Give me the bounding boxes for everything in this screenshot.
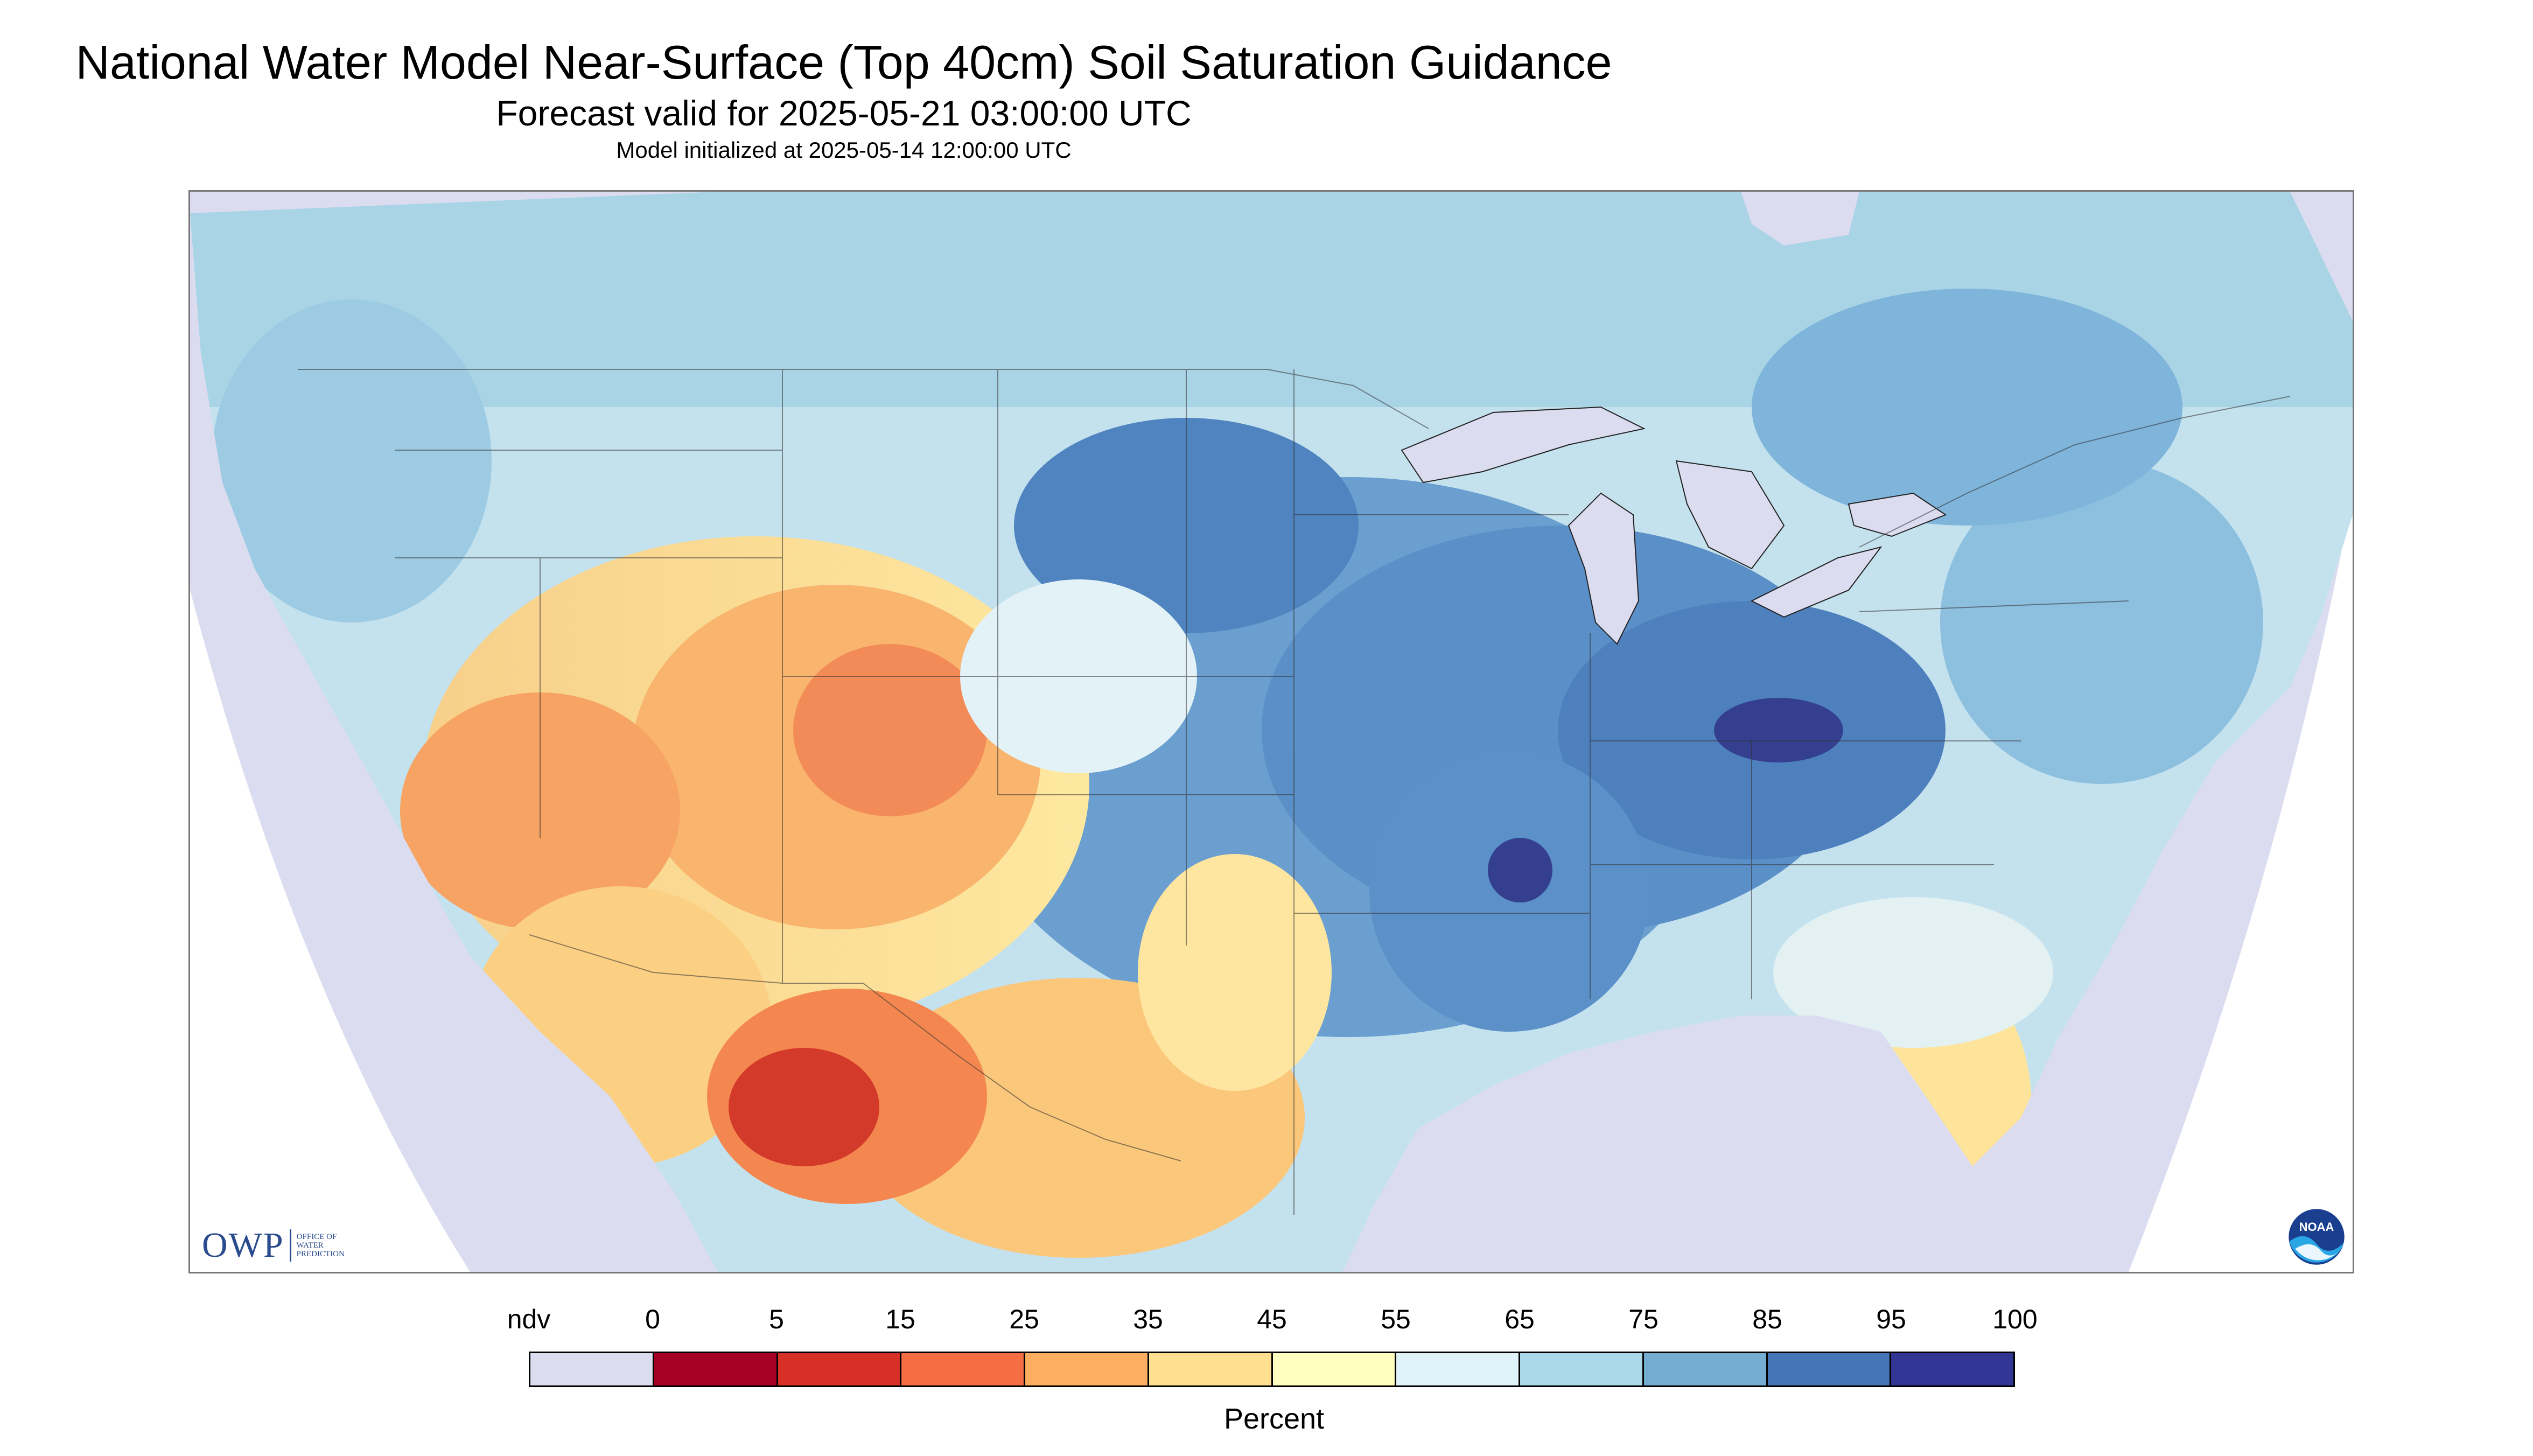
colorbar-box xyxy=(1891,1353,2013,1385)
colorbar-tick-label: 35 xyxy=(1133,1304,1163,1334)
colorbar-box xyxy=(1396,1353,1520,1385)
colorbar-tick-label: 65 xyxy=(1505,1304,1535,1334)
colorbar-box xyxy=(901,1353,1025,1385)
colorbar-box xyxy=(1025,1353,1149,1385)
colorbar xyxy=(529,1352,2015,1387)
owp-divider xyxy=(289,1229,291,1262)
map-panel[interactable]: OWP OFFICE OF WATER PREDICTION NOAA xyxy=(188,190,2354,1273)
colorbar-tick-label: 25 xyxy=(1009,1304,1039,1334)
model-init-line: Model initialized at 2025-05-14 12:00:00… xyxy=(616,137,1072,163)
colorbar-box xyxy=(1272,1353,1397,1385)
colorbar-tick-label: 85 xyxy=(1752,1304,1782,1334)
colorbar-tick-label: 15 xyxy=(885,1304,915,1334)
colorbar-box xyxy=(1643,1353,1768,1385)
owp-logo: OWP OFFICE OF WATER PREDICTION xyxy=(202,1227,377,1264)
political-boundaries xyxy=(298,369,2291,1215)
colorbar-tick-label: 55 xyxy=(1381,1304,1411,1334)
owp-letters: OWP xyxy=(202,1226,284,1265)
projection-edge-left xyxy=(190,590,470,1272)
colorbar-box xyxy=(1149,1353,1273,1385)
forecast-valid-line: Forecast valid for 2025-05-21 03:00:00 U… xyxy=(496,93,1192,133)
colorbar-box-ndv xyxy=(530,1353,654,1385)
great-lakes xyxy=(1401,406,1947,645)
owp-line-2: WATER xyxy=(296,1241,324,1250)
colorbar-unit-label: Percent xyxy=(1223,1403,1325,1435)
colorbar-tick-label: 45 xyxy=(1257,1304,1287,1334)
colorbar-box xyxy=(1520,1353,1644,1385)
colorbar-ndv-label: ndv xyxy=(507,1304,551,1334)
colorbar-box xyxy=(778,1353,902,1385)
colorbar-box xyxy=(654,1353,778,1385)
projection-edge-right xyxy=(2129,493,2353,1272)
colorbar-box xyxy=(1767,1353,1892,1385)
map-title: National Water Model Near-Surface (Top 4… xyxy=(75,36,1612,89)
noaa-text: NOAA xyxy=(2299,1220,2334,1234)
noaa-logo-icon: NOAA xyxy=(2287,1208,2346,1266)
hudson-bay xyxy=(1741,192,1859,246)
colorbar-tick-labels: ndv 0 5 15 25 35 45 55 65 75 85 95 100 xyxy=(0,1303,2533,1341)
saturation-map[interactable] xyxy=(190,192,2353,1272)
colorbar-tick-label: 75 xyxy=(1628,1304,1659,1334)
owp-line-1: OFFICE OF xyxy=(296,1233,337,1241)
colorbar-tick-label: 5 xyxy=(769,1304,784,1334)
owp-name: OFFICE OF WATER PREDICTION xyxy=(297,1233,377,1258)
colorbar-tick-label: 100 xyxy=(1992,1304,2038,1334)
colorbar-tick-label: 0 xyxy=(645,1304,660,1334)
colorbar-tick-label: 95 xyxy=(1876,1304,1906,1334)
owp-line-3: PREDICTION xyxy=(296,1250,345,1258)
